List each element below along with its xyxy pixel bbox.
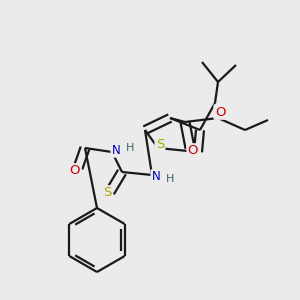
Text: O: O xyxy=(188,145,198,158)
Text: S: S xyxy=(156,139,164,152)
Text: N: N xyxy=(152,170,160,184)
Text: N: N xyxy=(112,143,120,157)
Text: S: S xyxy=(103,187,111,200)
Text: O: O xyxy=(215,106,225,118)
Text: H: H xyxy=(166,174,174,184)
Text: O: O xyxy=(70,164,80,178)
Text: H: H xyxy=(126,143,134,153)
